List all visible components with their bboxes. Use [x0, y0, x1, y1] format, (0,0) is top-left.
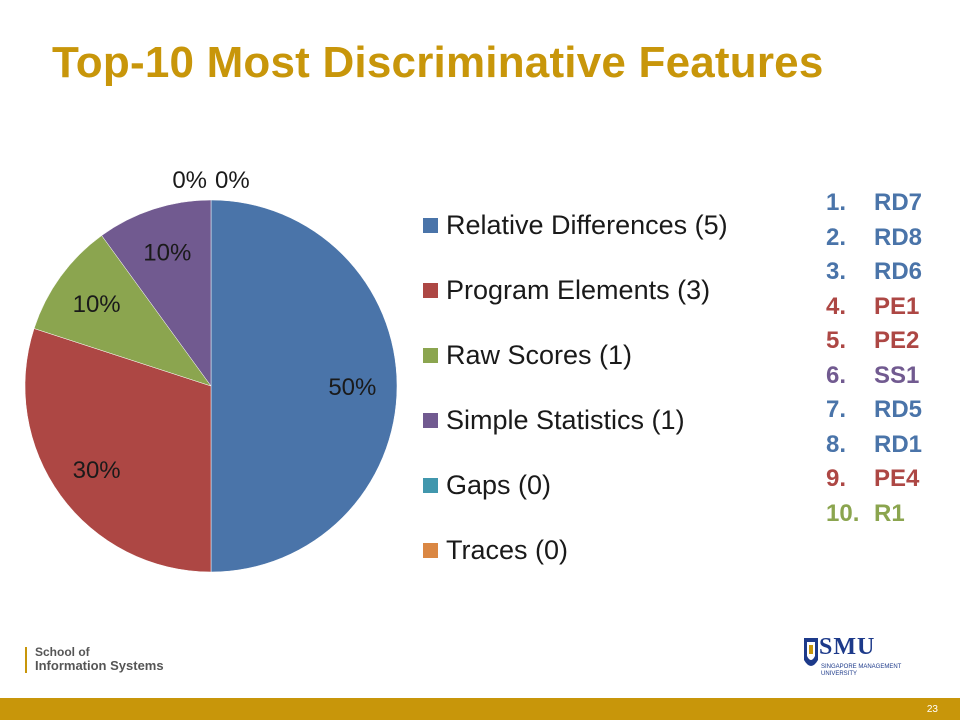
legend-swatch-5: [423, 543, 438, 558]
legend-item-0: Relative Differences (5): [423, 193, 728, 258]
pie-data-label-1: 30%: [73, 457, 121, 484]
legend-item-4: Gaps (0): [423, 453, 728, 518]
ranking-feature-code: SS1: [874, 361, 920, 389]
logo-subtitle: SINGAPORE MANAGEMENT UNIVERSITY: [821, 664, 901, 678]
legend-label-3: Simple Statistics (1): [446, 405, 685, 435]
ranking-item-0: 1. RD7: [826, 186, 922, 221]
pie-slice-2: [33, 235, 212, 387]
lion-crest-icon: [804, 638, 818, 666]
ranking-number: 3.: [826, 258, 847, 286]
smu-logo: SMU SINGAPORE MANAGEMENT UNIVERSITY: [795, 628, 927, 688]
ranking-number: 6.: [826, 361, 847, 389]
pie-data-label-3: 10%: [143, 240, 191, 267]
slide-title: Top-10 Most Discriminative Features: [52, 38, 824, 87]
school-line-1: School of: [35, 645, 90, 659]
ranking-item-5: 6. SS1: [826, 359, 922, 394]
ranking-number: 4.: [826, 292, 847, 320]
page-number: 23: [926, 704, 938, 715]
ranking-feature-code: R1: [874, 499, 905, 527]
pie-data-label-2: 10%: [73, 291, 121, 318]
ranking-feature-code: RD5: [874, 396, 923, 424]
ranking-feature-code: RD7: [874, 189, 923, 217]
ranking-item-3: 4. PE1: [826, 290, 922, 325]
ranking-item-9: 10. R1: [826, 497, 922, 532]
ranking-number: 8.: [826, 430, 847, 458]
ranking-feature-code: RD1: [874, 430, 923, 458]
pie-chart: 50% 30% 10% 10% 0% 0%: [24, 167, 398, 573]
ranking-item-1: 2. RD8: [826, 221, 922, 256]
legend-swatch-3: [423, 413, 438, 428]
school-line-2: Information Systems: [35, 658, 164, 673]
pie-data-label-0: 50%: [328, 374, 376, 401]
bottom-band: 23: [0, 698, 960, 720]
ranking-item-4: 5. PE2: [826, 324, 922, 359]
legend-swatch-0: [423, 218, 438, 233]
pie-slice-3: [101, 199, 212, 387]
legend-label-5: Traces (0): [446, 535, 569, 565]
ranking-feature-code: PE1: [874, 292, 920, 320]
ranking-number: 1.: [826, 189, 847, 217]
legend-swatch-2: [423, 348, 438, 363]
legend-item-5: Traces (0): [423, 518, 728, 583]
legend-swatch-1: [423, 283, 438, 298]
legend-label-4: Gaps (0): [446, 470, 552, 500]
ranking-feature-code: PE2: [874, 327, 920, 355]
pie-slice-0: [210, 199, 398, 573]
legend-item-1: Program Elements (3): [423, 258, 728, 323]
legend-item-3: Simple Statistics (1): [423, 388, 728, 453]
pie-data-label-5: 0%: [215, 167, 250, 194]
legend-label-2: Raw Scores (1): [446, 340, 633, 370]
ranking-feature-code: PE4: [874, 465, 920, 493]
ranking-number: 5.: [826, 327, 847, 355]
ranking-item-7: 8. RD1: [826, 428, 922, 463]
pie-slice-1: [24, 328, 212, 573]
pie-data-label-4: 0%: [172, 167, 207, 194]
ranking-number: 10.: [826, 499, 860, 527]
footer-divider: [25, 647, 27, 673]
ranking-feature-code: RD6: [874, 258, 923, 286]
ranking-number: 2.: [826, 223, 847, 251]
ranking-item-2: 3. RD6: [826, 255, 922, 290]
legend-label-1: Program Elements (3): [446, 275, 711, 305]
logo-subtitle-line-1: SINGAPORE MANAGEMENT: [821, 664, 902, 670]
logo-wordmark: SMU: [819, 634, 876, 660]
ranking-item-6: 7. RD5: [826, 393, 922, 428]
ranking-feature-code: RD8: [874, 223, 923, 251]
ranking-number: 7.: [826, 396, 847, 424]
feature-ranking-list: 1. RD7 2. RD8 3. RD6 4. PE1 5. PE2 6. SS1 7. RD5 8. RD1…: [826, 186, 922, 531]
legend-swatch-4: [423, 478, 438, 493]
logo-subtitle-line-2: UNIVERSITY: [821, 671, 858, 677]
school-name: School of Information Systems: [35, 645, 164, 673]
ranking-item-8: 9. PE4: [826, 462, 922, 497]
legend-label-0: Relative Differences (5): [446, 210, 728, 240]
ranking-number: 9.: [826, 465, 847, 493]
chart-legend: Relative Differences (5) Program Elements…: [423, 193, 728, 583]
legend-item-2: Raw Scores (1): [423, 323, 728, 388]
